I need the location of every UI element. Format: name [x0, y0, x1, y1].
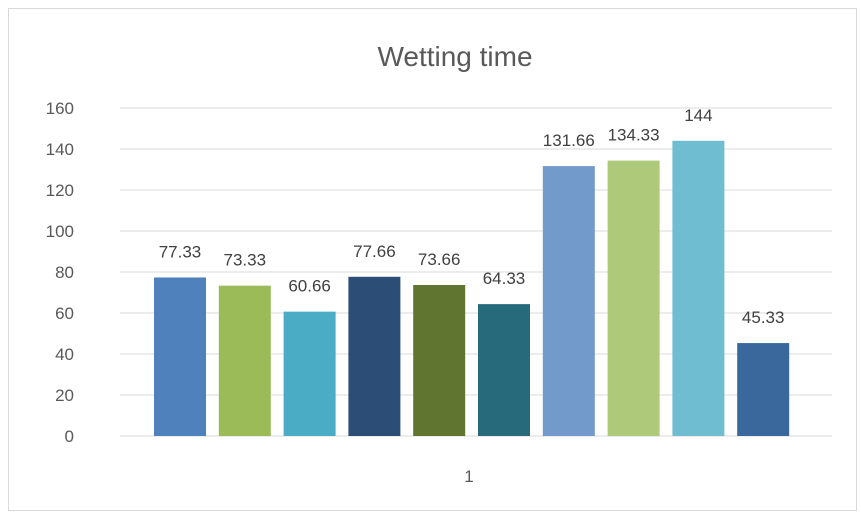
bar-7 — [543, 166, 595, 436]
bar-2 — [219, 286, 271, 436]
data-label-4: 77.66 — [353, 242, 396, 261]
chart-title: Wetting time — [377, 41, 532, 72]
y-tick-label: 40 — [55, 345, 74, 364]
data-label-2: 73.33 — [224, 251, 267, 270]
bars — [154, 141, 789, 436]
bar-9 — [672, 141, 724, 436]
data-label-7: 131.66 — [543, 131, 595, 150]
data-label-5: 73.66 — [418, 250, 461, 269]
x-tick-label: 1 — [464, 467, 473, 486]
bar-4 — [348, 277, 400, 436]
y-axis-ticks: 0 20 40 60 80 100 120 140 160 — [46, 99, 74, 446]
bar-3 — [284, 312, 336, 436]
bar-1 — [154, 277, 206, 436]
y-tick-label: 120 — [46, 181, 74, 200]
data-label-3: 60.66 — [288, 277, 331, 296]
bar-6 — [478, 304, 530, 436]
y-tick-label: 160 — [46, 99, 74, 118]
y-tick-label: 60 — [55, 304, 74, 323]
data-label-1: 77.33 — [159, 242, 202, 261]
data-label-10: 45.33 — [742, 308, 785, 327]
y-tick-label: 100 — [46, 222, 74, 241]
y-tick-label: 0 — [65, 427, 74, 446]
bar-8 — [608, 161, 660, 436]
data-label-6: 64.33 — [483, 269, 526, 288]
y-tick-label: 20 — [55, 386, 74, 405]
bar-5 — [413, 285, 465, 436]
y-tick-label: 140 — [46, 140, 74, 159]
x-axis-ticks: 1 — [464, 467, 473, 486]
bar-10 — [737, 343, 789, 436]
data-label-8: 134.33 — [608, 126, 660, 145]
data-label-9: 144 — [684, 106, 712, 125]
y-tick-label: 80 — [55, 263, 74, 282]
